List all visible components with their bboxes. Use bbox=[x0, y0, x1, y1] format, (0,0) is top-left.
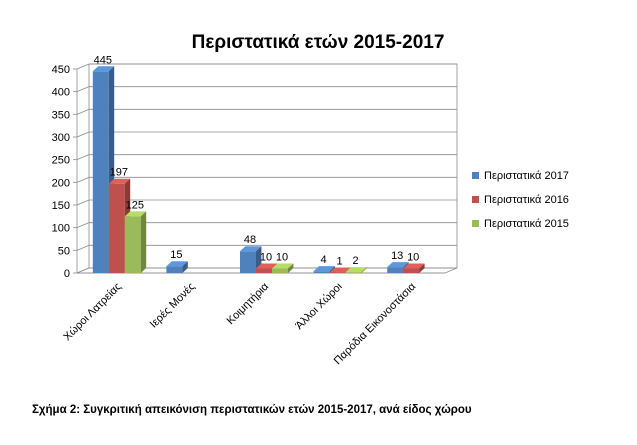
legend-swatch bbox=[472, 172, 479, 179]
gridline-side bbox=[76, 176, 90, 183]
bar bbox=[256, 268, 272, 273]
bar-side bbox=[288, 263, 294, 273]
legend-label: Περιστατικά 2016 bbox=[484, 194, 569, 206]
y-tick-label: 50 bbox=[58, 245, 70, 257]
bar bbox=[345, 272, 362, 273]
bar-top bbox=[329, 267, 351, 273]
bar-top bbox=[387, 262, 409, 268]
y-tick-label: 450 bbox=[52, 64, 70, 76]
bar bbox=[403, 268, 420, 273]
bar-top bbox=[256, 263, 278, 269]
data-label: 13 bbox=[391, 250, 403, 262]
figure-caption: Σχήμα 2: Συγκριτική απεικόνιση περιστατι… bbox=[32, 404, 472, 416]
legend-swatch bbox=[472, 196, 479, 203]
gridline-side bbox=[76, 154, 90, 161]
bar bbox=[92, 71, 109, 274]
gridline-side bbox=[76, 63, 90, 70]
legend-swatch bbox=[472, 220, 479, 227]
bar-top bbox=[403, 263, 425, 269]
gridline-side bbox=[76, 86, 90, 93]
bar bbox=[124, 216, 141, 273]
bar-top bbox=[272, 263, 294, 269]
data-label: 10 bbox=[407, 251, 419, 263]
y-tick-label: 150 bbox=[52, 200, 70, 212]
legend-label: Περιστατικά 2015 bbox=[484, 218, 569, 230]
data-label: 10 bbox=[260, 251, 272, 263]
bar-side bbox=[419, 263, 425, 273]
bar bbox=[166, 266, 183, 273]
data-label: 445 bbox=[94, 54, 112, 66]
y-tick-label: 300 bbox=[52, 132, 70, 144]
legend: Περιστατικά 2017 Περιστατικά 2016 Περιστατ… bbox=[472, 170, 569, 230]
bar-side bbox=[182, 261, 188, 273]
bar-top bbox=[108, 178, 131, 184]
bar-top bbox=[313, 266, 335, 272]
bar-side bbox=[140, 211, 147, 273]
data-label: 2 bbox=[353, 255, 359, 267]
data-label: 1 bbox=[337, 256, 343, 268]
bar-top bbox=[166, 261, 188, 267]
gridline-side bbox=[76, 131, 90, 138]
bar-side bbox=[361, 267, 367, 273]
gridline-side bbox=[76, 222, 90, 229]
x-tick-label: Παρόδια Εικονοστάσια bbox=[332, 280, 419, 367]
chart-title: Περιστατικά ετών 2015-2017 bbox=[192, 32, 445, 53]
data-label: 15 bbox=[170, 249, 182, 261]
y-tick-label: 400 bbox=[52, 87, 70, 99]
x-tick-label: Ιερές Μονές bbox=[148, 281, 198, 331]
data-label: 10 bbox=[276, 251, 288, 263]
x-tick-label: Κοιμητήρια bbox=[225, 280, 272, 327]
y-tick-label: 350 bbox=[52, 109, 70, 121]
gridline-side bbox=[76, 199, 90, 206]
bar bbox=[240, 251, 256, 273]
y-tick-label: 100 bbox=[52, 223, 70, 235]
y-tick-label: 200 bbox=[52, 177, 70, 189]
bar bbox=[272, 268, 288, 273]
y-tick-label: 0 bbox=[64, 268, 70, 280]
gridline-side bbox=[76, 108, 90, 115]
y-tick-label: 250 bbox=[52, 155, 70, 167]
bar-top bbox=[124, 211, 147, 217]
plot-area: 0 50 100 150 200 250 300 350 400 450 445 197 125 Χώρο… bbox=[52, 54, 458, 367]
bar bbox=[108, 183, 125, 273]
gridline-side bbox=[76, 267, 90, 274]
bar-top bbox=[240, 246, 262, 252]
data-label: 125 bbox=[126, 199, 144, 211]
data-label: 4 bbox=[321, 254, 327, 266]
data-label: 48 bbox=[244, 234, 256, 246]
legend-label: Περιστατικά 2017 bbox=[484, 170, 569, 182]
bar bbox=[387, 267, 404, 273]
bar bbox=[313, 271, 330, 273]
chart: Περιστατικά ετών 2015-2017 0 50 100 150 200 2… bbox=[52, 32, 569, 367]
data-label: 197 bbox=[110, 167, 128, 179]
gridline-side bbox=[76, 244, 90, 251]
x-tick-label: Χώροι Λατρείας bbox=[61, 281, 124, 344]
bar-top bbox=[345, 267, 367, 273]
x-tick-label: Άλλοι Χώροι bbox=[293, 280, 345, 332]
bar-top bbox=[92, 66, 115, 72]
